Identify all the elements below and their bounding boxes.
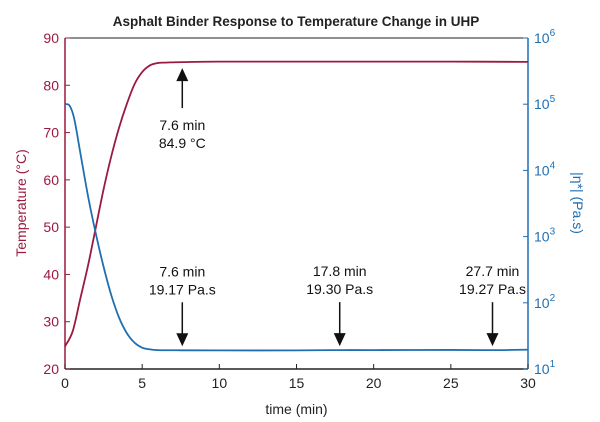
annotation-label: 19.27 Pa.s	[459, 281, 526, 297]
right-tick-label: 105	[534, 94, 556, 112]
annotation: 17.8 min 19.30 Pa.s	[306, 263, 373, 347]
left-tick-label: 20	[43, 361, 59, 377]
viscosity-series-line	[64, 103, 529, 352]
annotation-label: 7.6 min	[159, 263, 205, 279]
x-tick-label: 10	[212, 375, 228, 391]
x-tick-label: 25	[443, 375, 459, 391]
right-axis-label: |η*| (Pa.s)	[570, 172, 586, 234]
right-axis-ticks: 101 102 103 104 105 106	[523, 28, 556, 377]
annotation-label: 19.30 Pa.s	[306, 281, 373, 297]
annotation-arrow-head	[486, 333, 499, 347]
annotation-label: 19.17 Pa.s	[149, 281, 216, 297]
x-tick-label: 5	[138, 375, 146, 391]
annotation-label: 27.7 min	[466, 263, 520, 279]
series-layer	[64, 60, 529, 352]
left-tick-label: 40	[43, 266, 59, 282]
annotation-arrow-head	[176, 68, 189, 82]
plot-frame	[64, 37, 529, 370]
chart-title: Asphalt Binder Response to Temperature C…	[113, 14, 480, 29]
x-axis-ticks: 0 5 10 15 20 25 30	[61, 364, 536, 391]
x-axis-label: time (min)	[265, 401, 327, 417]
right-tick-label: 101	[534, 359, 556, 377]
annotation: 7.6 min 19.17 Pa.s	[149, 263, 216, 347]
annotation: 7.6 min 84.9 °C	[159, 68, 206, 151]
right-tick-label: 106	[534, 28, 556, 46]
x-tick-label: 0	[61, 375, 69, 391]
right-tick-label: 102	[534, 293, 556, 311]
left-axis-label: Temperature (°C)	[13, 149, 29, 257]
left-tick-label: 90	[43, 30, 59, 46]
annotation-label: 17.8 min	[313, 263, 367, 279]
right-tick-label: 103	[534, 227, 556, 245]
left-tick-label: 60	[43, 172, 59, 188]
x-tick-label: 30	[520, 375, 536, 391]
temperature-series-line	[64, 60, 529, 347]
annotation-label: 84.9 °C	[159, 135, 206, 151]
annotation-label: 7.6 min	[159, 117, 205, 133]
right-tick-label: 104	[534, 160, 556, 178]
left-tick-label: 30	[43, 314, 59, 330]
x-tick-label: 15	[289, 375, 305, 391]
left-tick-label: 70	[43, 125, 59, 141]
annotation-arrow-head	[176, 333, 189, 347]
x-tick-label: 20	[366, 375, 382, 391]
left-tick-label: 80	[43, 77, 59, 93]
left-tick-label: 50	[43, 219, 59, 235]
annotation: 27.7 min 19.27 Pa.s	[459, 263, 526, 347]
left-axis-ticks: 20 30 40 50 60 70 80 90	[43, 30, 70, 377]
annotation-arrow-head	[333, 333, 346, 347]
